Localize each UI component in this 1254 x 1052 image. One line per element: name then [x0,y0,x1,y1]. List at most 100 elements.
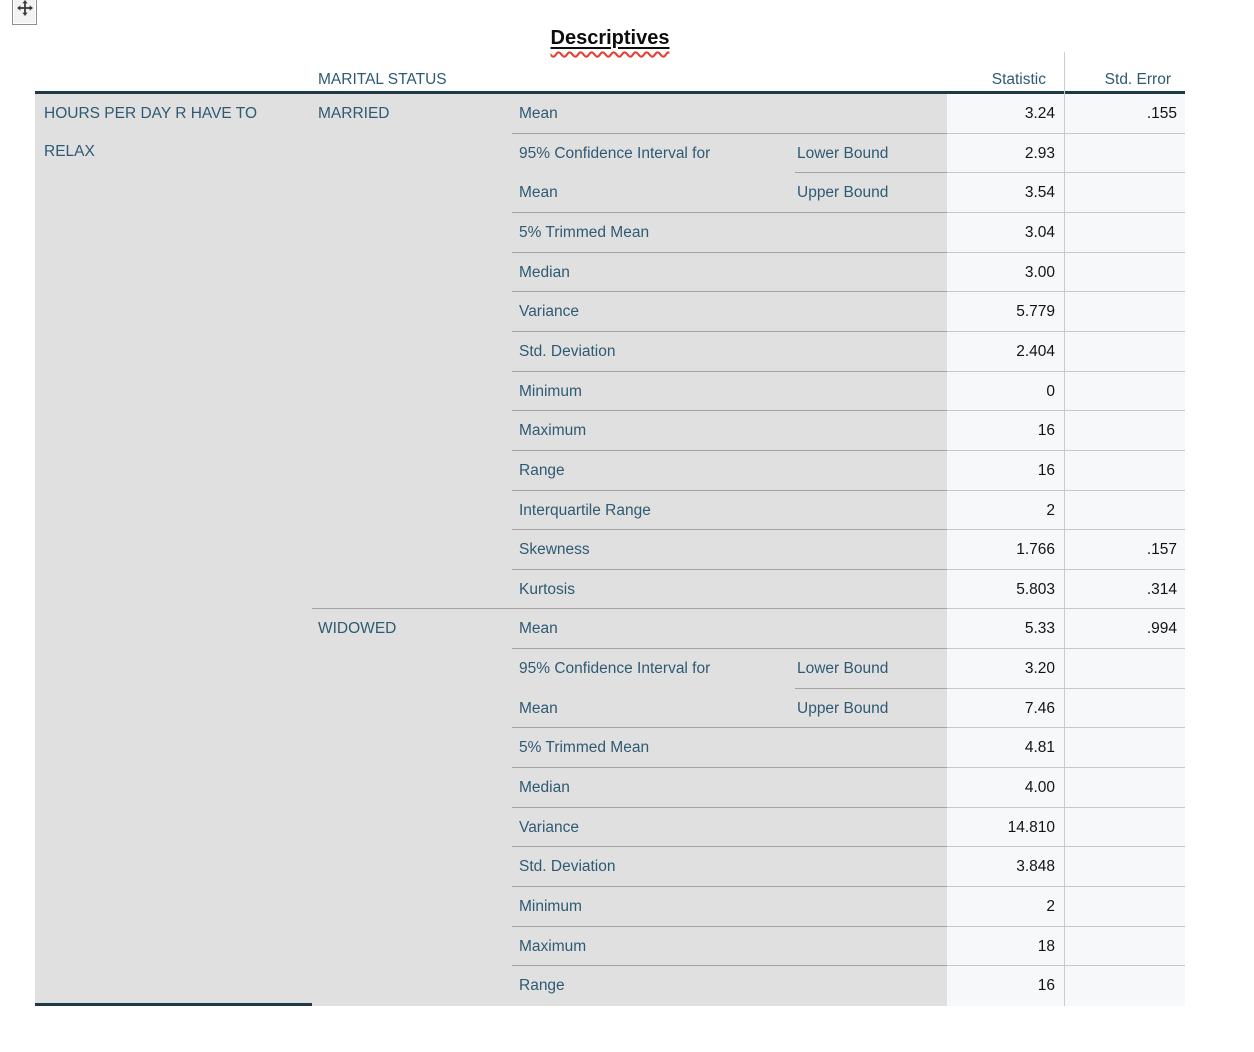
row-separator [947,529,1185,530]
stat-label: Mean [519,104,558,122]
row-separator [512,410,947,411]
row-separator [947,450,1185,451]
row-separator [947,371,1185,372]
group-label: WIDOWED [318,619,397,637]
statistic-value: 3.54 [1024,183,1055,201]
statistic-value: 2 [1046,501,1055,519]
row-separator [947,172,1185,173]
dependent-variable-label: HOURS PER DAY R HAVE TO RELAX [44,105,258,160]
statistic-value: 4.00 [1024,778,1055,796]
move-handle-button[interactable] [12,0,37,25]
statistic-value: 3.20 [1024,659,1055,677]
stat-label: Mean [519,619,558,637]
row-separator [947,410,1185,411]
stat-label: Minimum [519,897,582,915]
row-separator [512,490,947,491]
row-separator [947,688,1185,689]
stat-label: 95% Confidence Interval for [519,659,711,677]
stat-label: Variance [519,818,580,836]
stat-label: Variance [519,302,580,320]
value-area-background [947,94,1185,1006]
row-separator [947,133,1185,134]
statistic-value: 2 [1046,897,1055,915]
statistic-value: 3.848 [1016,857,1055,875]
descriptives-table: HOURS PER DAY R HAVE TO RELAX MARRIED Mea… [35,52,1185,1006]
row-separator [512,767,947,768]
statistic-value: 5.779 [1016,302,1055,320]
bound-label: Lower Bound [797,144,889,162]
row-separator [512,886,947,887]
row-separator [947,252,1185,253]
stat-label: Mean [519,183,558,201]
row-separator [947,846,1185,847]
statistic-value: 7.46 [1024,699,1055,717]
column-header-marital-status: MARITAL STATUS [318,71,447,88]
row-separator [947,490,1185,491]
statistic-value: 16 [1037,421,1055,439]
row-separator [512,569,947,570]
statistic-value: 1.766 [1016,540,1055,558]
row-separator [512,807,947,808]
std-error-value: .155 [1146,104,1177,122]
row-separator [312,608,947,609]
row-separator [947,886,1185,887]
row-separator [512,529,947,530]
row-separator [947,569,1185,570]
stat-label: Interquartile Range [519,501,651,519]
stat-label: Maximum [519,421,587,439]
row-separator [512,133,947,134]
stat-label: 95% Confidence Interval for [519,144,711,162]
statistic-value: 0 [1046,382,1055,400]
stat-label: Median [519,263,570,281]
row-separator [947,608,1185,609]
row-separator [512,252,947,253]
row-separator [947,331,1185,332]
row-separator [512,727,947,728]
stat-label: Mean [519,699,558,717]
bound-label: Lower Bound [797,659,889,677]
statistic-value: 3.24 [1024,104,1055,122]
statistic-value: 5.803 [1016,580,1055,598]
std-error-value: .314 [1146,580,1177,598]
row-separator [512,291,947,292]
column-header-std-error: Std. Error [1104,71,1171,88]
stat-label: Minimum [519,382,582,400]
row-separator [947,807,1185,808]
header-underline [35,91,1185,94]
row-separator [512,926,947,927]
row-separator [947,965,1185,966]
stat-label: Median [519,778,570,796]
statistic-value: 2.404 [1016,342,1055,360]
row-separator [512,371,947,372]
statistic-value: 3.00 [1024,263,1055,281]
column-header-statistic: Statistic [991,71,1046,88]
row-separator [512,450,947,451]
statistic-value: 2.93 [1024,144,1055,162]
stat-label: 5% Trimmed Mean [519,223,650,241]
group-label: MARRIED [318,104,390,122]
row-separator [947,767,1185,768]
stat-label: Maximum [519,937,587,955]
move-icon [16,0,33,21]
row-separator [947,212,1185,213]
row-separator [795,688,947,689]
statistic-value: 3.04 [1024,223,1055,241]
table-cutoff-border [35,1003,312,1006]
stat-label: Skewness [519,540,590,558]
row-separator [947,648,1185,649]
stat-label: Std. Deviation [519,857,616,875]
row-separator [947,926,1185,927]
row-separator [512,648,947,649]
stat-label: Range [519,976,565,994]
statistic-value: 18 [1037,937,1055,955]
bound-label: Upper Bound [797,183,889,201]
stat-label: 5% Trimmed Mean [519,738,650,756]
stat-label: Range [519,461,565,479]
row-separator [947,727,1185,728]
std-error-value: .157 [1146,540,1177,558]
output-title: Descriptives [35,27,1185,57]
bound-label: Upper Bound [797,699,889,717]
stat-label: Kurtosis [519,580,575,598]
row-separator [512,212,947,213]
